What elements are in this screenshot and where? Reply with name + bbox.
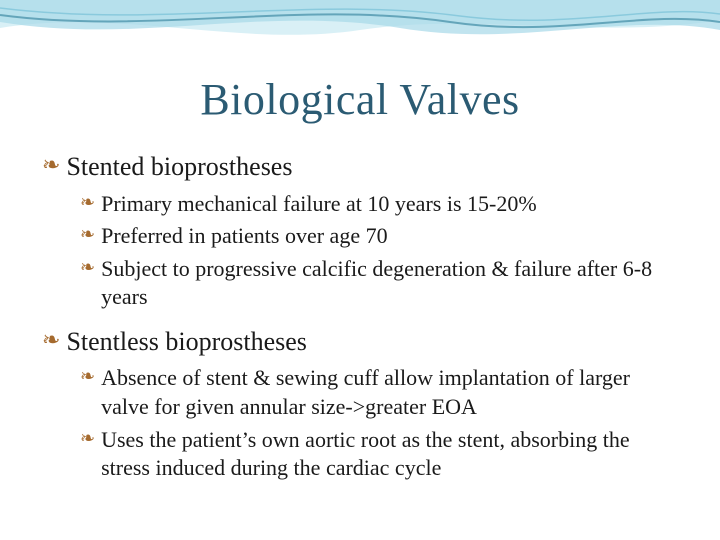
bullet-icon: ❧ bbox=[42, 151, 60, 180]
slide-container: Biological Valves ❧ Stented bioprosthese… bbox=[0, 0, 720, 540]
section-heading-text: Stented bioprostheses bbox=[66, 151, 292, 184]
list-item-text: Subject to progressive calcific degenera… bbox=[101, 255, 664, 312]
list-item: ❧ Absence of stent & sewing cuff allow i… bbox=[80, 364, 664, 421]
bullet-icon: ❧ bbox=[80, 222, 95, 247]
slide-title: Biological Valves bbox=[36, 74, 684, 125]
bullet-icon: ❧ bbox=[80, 364, 95, 389]
list-item: ❧ Preferred in patients over age 70 bbox=[80, 222, 664, 251]
section-heading-1: ❧ Stented bioprostheses bbox=[42, 151, 684, 184]
list-item-text: Preferred in patients over age 70 bbox=[101, 222, 388, 251]
bullet-icon: ❧ bbox=[42, 326, 60, 355]
bullet-icon: ❧ bbox=[80, 255, 95, 280]
list-item: ❧ Subject to progressive calcific degene… bbox=[80, 255, 664, 312]
bullet-icon: ❧ bbox=[80, 426, 95, 451]
section-heading-2: ❧ Stentless bioprostheses bbox=[42, 326, 684, 359]
section-heading-text: Stentless bioprostheses bbox=[66, 326, 307, 359]
list-item-text: Absence of stent & sewing cuff allow imp… bbox=[101, 364, 664, 421]
list-item: ❧ Primary mechanical failure at 10 years… bbox=[80, 190, 664, 219]
list-item-text: Uses the patient’s own aortic root as th… bbox=[101, 426, 664, 483]
list-item-text: Primary mechanical failure at 10 years i… bbox=[101, 190, 537, 219]
list-item: ❧ Uses the patient’s own aortic root as … bbox=[80, 426, 664, 483]
bullet-icon: ❧ bbox=[80, 190, 95, 215]
